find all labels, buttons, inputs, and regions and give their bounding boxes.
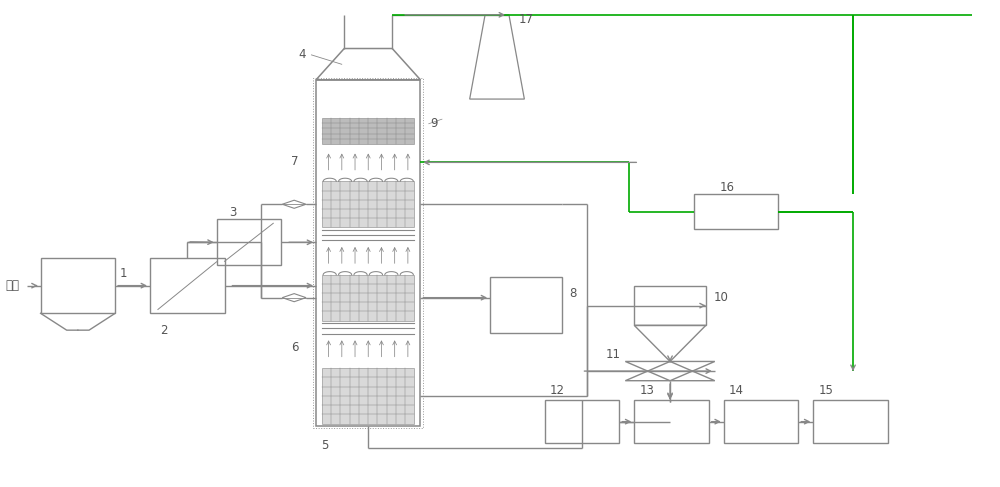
Text: 7: 7 [291, 155, 298, 168]
Bar [217, 220, 281, 265]
Bar [313, 78, 423, 428]
Bar [694, 194, 778, 229]
Bar [316, 80, 420, 427]
Text: 9: 9 [430, 117, 438, 131]
Text: 13: 13 [639, 384, 654, 397]
Text: 1: 1 [120, 267, 128, 280]
Text: 8: 8 [570, 287, 577, 300]
Bar [634, 286, 706, 325]
Bar [41, 258, 115, 313]
Bar [724, 400, 798, 443]
Text: 16: 16 [719, 181, 734, 194]
Text: 5: 5 [321, 439, 328, 452]
Bar [634, 400, 709, 443]
Bar [545, 400, 619, 443]
Text: 15: 15 [818, 384, 833, 397]
Text: 12: 12 [550, 384, 565, 397]
Text: 3: 3 [230, 206, 237, 219]
Text: 11: 11 [605, 348, 620, 361]
Text: 14: 14 [729, 384, 744, 397]
Text: 烟气: 烟气 [6, 279, 20, 292]
Bar [322, 275, 414, 320]
Bar [490, 277, 562, 333]
Text: 10: 10 [714, 291, 729, 304]
Bar [322, 118, 414, 144]
Bar [322, 368, 414, 424]
Bar [813, 400, 888, 443]
Text: 2: 2 [160, 324, 167, 337]
Text: 4: 4 [299, 48, 306, 61]
Bar [322, 181, 414, 227]
Text: 17: 17 [519, 13, 534, 26]
Bar [150, 258, 225, 313]
Text: 6: 6 [291, 341, 298, 355]
